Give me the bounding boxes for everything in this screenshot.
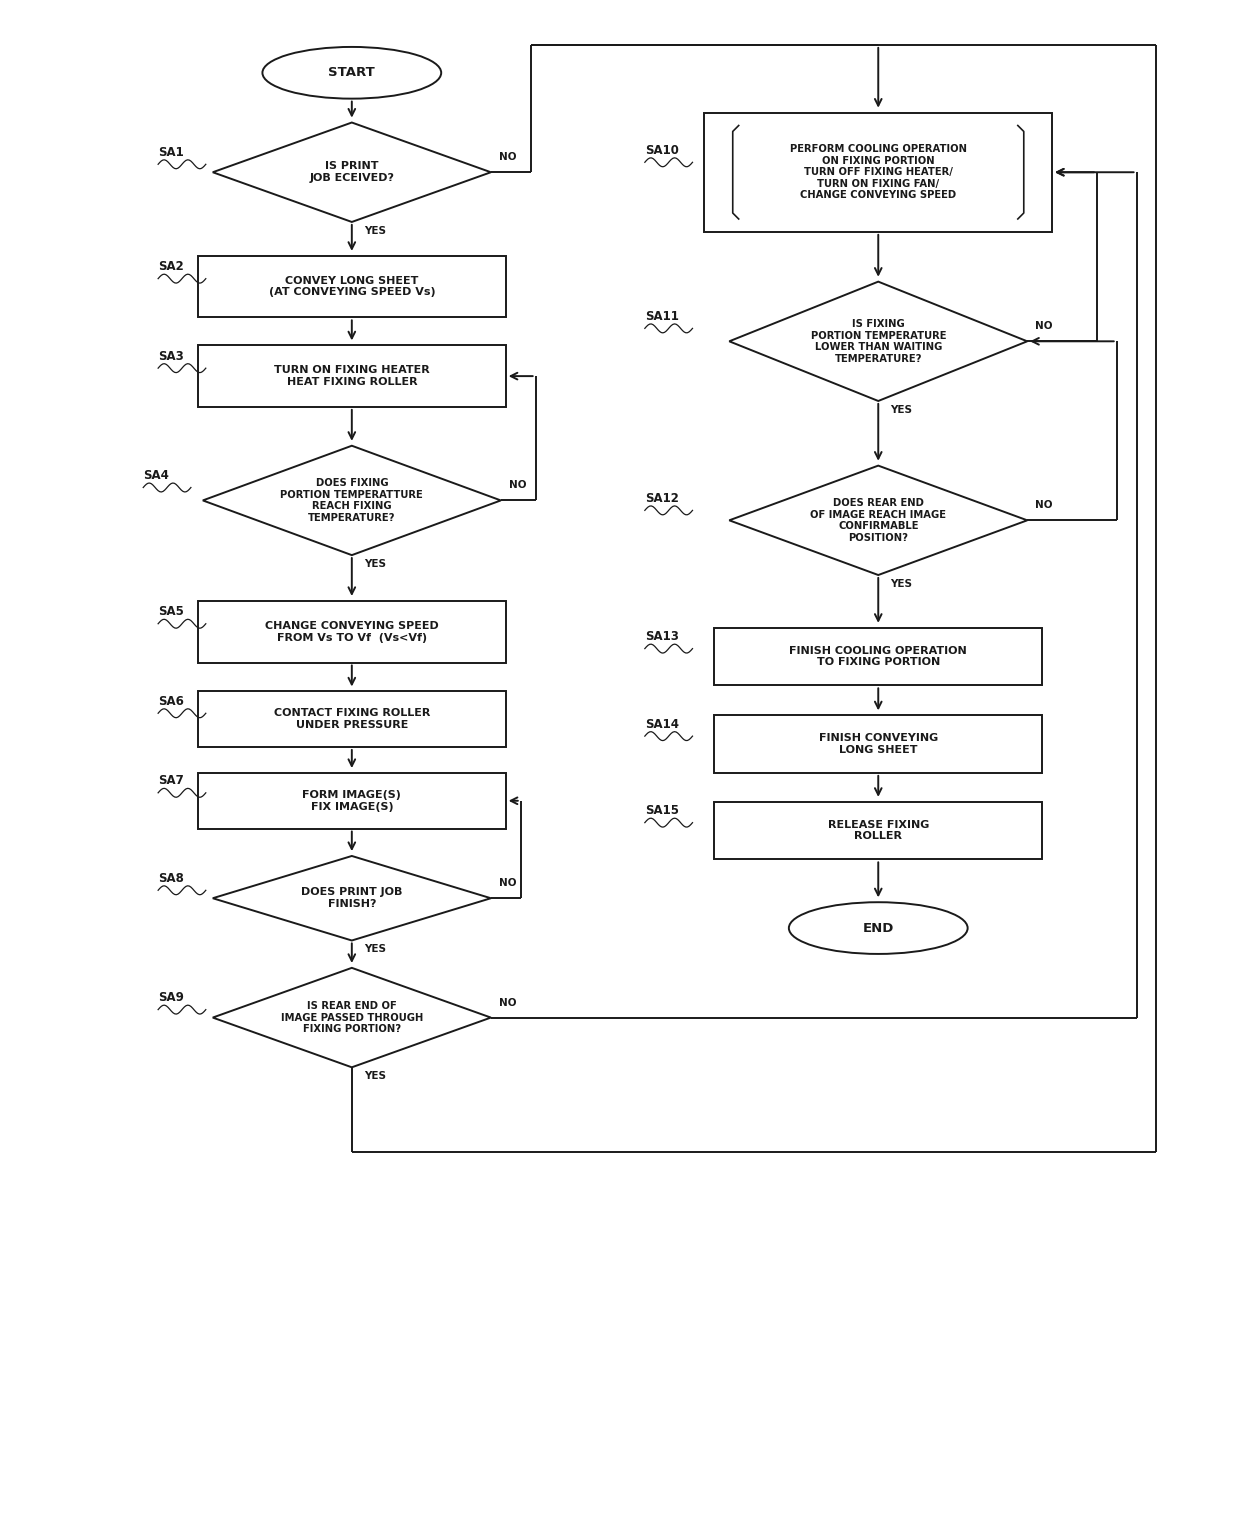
Text: SA9: SA9 xyxy=(159,992,184,1004)
Text: NO: NO xyxy=(1035,322,1053,331)
Bar xyxy=(704,112,1052,232)
Text: SA12: SA12 xyxy=(645,492,678,504)
Text: YES: YES xyxy=(363,945,386,954)
Polygon shape xyxy=(729,466,1027,576)
Text: SA7: SA7 xyxy=(159,775,184,787)
Text: CONVEY LONG SHEET
(AT CONVEYING SPEED Vs): CONVEY LONG SHEET (AT CONVEYING SPEED Vs… xyxy=(269,276,435,298)
Bar xyxy=(198,255,506,317)
Text: NO: NO xyxy=(498,878,516,889)
Text: SA13: SA13 xyxy=(645,630,678,643)
Text: YES: YES xyxy=(890,579,913,589)
Bar xyxy=(714,627,1042,685)
Text: SA4: SA4 xyxy=(144,469,169,482)
Text: YES: YES xyxy=(363,1071,386,1082)
Text: TURN ON FIXING HEATER
HEAT FIXING ROLLER: TURN ON FIXING HEATER HEAT FIXING ROLLER xyxy=(274,365,430,387)
Text: PERFORM COOLING OPERATION
ON FIXING PORTION
TURN OFF FIXING HEATER/
TURN ON FIXI: PERFORM COOLING OPERATION ON FIXING PORT… xyxy=(790,144,967,201)
Text: NO: NO xyxy=(508,480,526,491)
Text: SA14: SA14 xyxy=(645,717,678,731)
Text: SA3: SA3 xyxy=(159,349,184,363)
Text: YES: YES xyxy=(890,406,913,415)
Text: FORM IMAGE(S)
FIX IMAGE(S): FORM IMAGE(S) FIX IMAGE(S) xyxy=(303,790,402,811)
Text: IS REAR END OF
IMAGE PASSED THROUGH
FIXING PORTION?: IS REAR END OF IMAGE PASSED THROUGH FIXI… xyxy=(280,1001,423,1034)
Ellipse shape xyxy=(263,47,441,99)
Text: START: START xyxy=(329,67,376,79)
Polygon shape xyxy=(213,968,491,1068)
Bar xyxy=(714,715,1042,773)
Text: CHANGE CONVEYING SPEED
FROM Vs TO Vf  (Vs<Vf): CHANGE CONVEYING SPEED FROM Vs TO Vf (Vs… xyxy=(265,621,439,643)
Bar xyxy=(714,802,1042,860)
Text: DOES PRINT JOB
FINISH?: DOES PRINT JOB FINISH? xyxy=(301,887,403,908)
Polygon shape xyxy=(203,445,501,554)
Polygon shape xyxy=(213,857,491,940)
Text: NO: NO xyxy=(498,998,516,1007)
Text: SA15: SA15 xyxy=(645,804,678,817)
Text: CONTACT FIXING ROLLER
UNDER PRESSURE: CONTACT FIXING ROLLER UNDER PRESSURE xyxy=(274,708,430,731)
Text: FINISH COOLING OPERATION
TO FIXING PORTION: FINISH COOLING OPERATION TO FIXING PORTI… xyxy=(790,646,967,667)
Text: SA1: SA1 xyxy=(159,146,184,159)
Text: NO: NO xyxy=(498,152,516,163)
Text: SA6: SA6 xyxy=(159,694,184,708)
Text: IS PRINT
JOB ECEIVED?: IS PRINT JOB ECEIVED? xyxy=(309,161,394,184)
Text: SA2: SA2 xyxy=(159,260,184,273)
Text: NO: NO xyxy=(1035,500,1053,510)
Text: SA8: SA8 xyxy=(159,872,184,886)
Bar xyxy=(198,345,506,407)
Text: IS FIXING
PORTION TEMPERATURE
LOWER THAN WAITING
TEMPERATURE?: IS FIXING PORTION TEMPERATURE LOWER THAN… xyxy=(811,319,946,363)
Text: DOES REAR END
OF IMAGE REACH IMAGE
CONFIRMABLE
POSITION?: DOES REAR END OF IMAGE REACH IMAGE CONFI… xyxy=(810,498,946,542)
Text: DOES FIXING
PORTION TEMPERATTURE
REACH FIXING
TEMPERATURE?: DOES FIXING PORTION TEMPERATTURE REACH F… xyxy=(280,478,423,523)
Text: YES: YES xyxy=(363,559,386,570)
Text: FINISH CONVEYING
LONG SHEET: FINISH CONVEYING LONG SHEET xyxy=(818,734,937,755)
Text: SA10: SA10 xyxy=(645,144,678,156)
Bar xyxy=(198,773,506,829)
Text: YES: YES xyxy=(363,226,386,235)
Bar xyxy=(198,691,506,747)
Text: SA5: SA5 xyxy=(159,605,184,618)
Text: END: END xyxy=(863,922,894,934)
Ellipse shape xyxy=(789,902,967,954)
Text: SA11: SA11 xyxy=(645,310,678,324)
Text: RELEASE FIXING
ROLLER: RELEASE FIXING ROLLER xyxy=(827,820,929,842)
Bar xyxy=(198,602,506,662)
Polygon shape xyxy=(213,123,491,222)
Polygon shape xyxy=(729,281,1027,401)
